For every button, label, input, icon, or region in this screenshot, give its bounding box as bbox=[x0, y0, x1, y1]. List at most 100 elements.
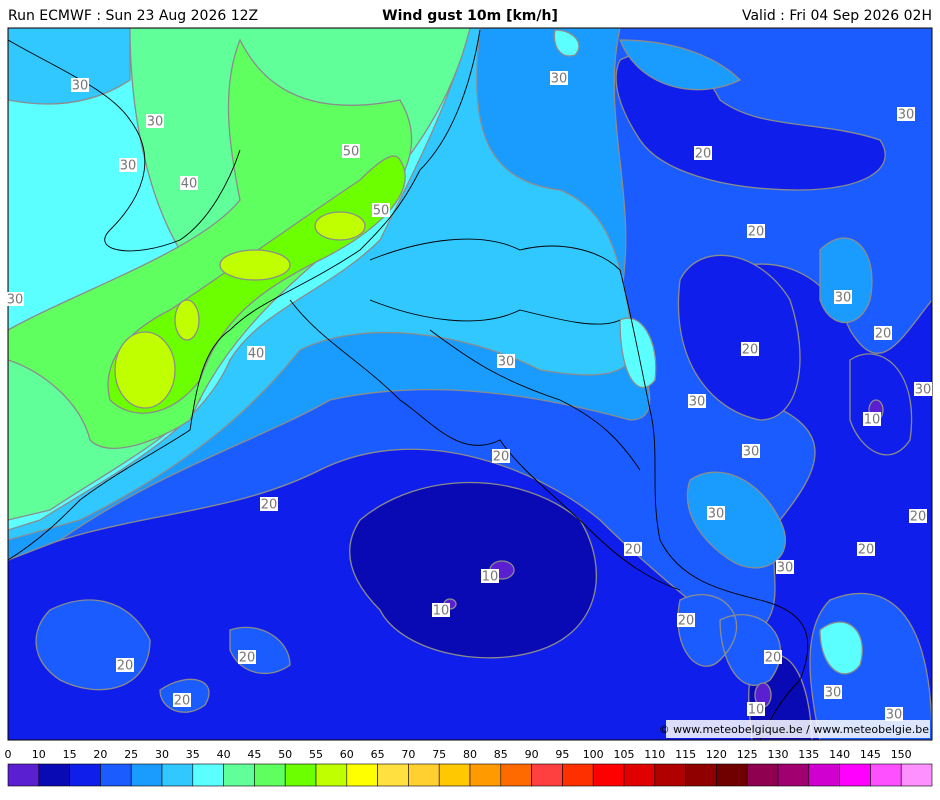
legend-cell bbox=[192, 763, 224, 787]
credit-box bbox=[666, 720, 930, 738]
contour-label-bg bbox=[909, 509, 927, 523]
contour-label-bg bbox=[71, 78, 89, 92]
contour-label: 30 bbox=[7, 293, 24, 308]
contour-label: 20 bbox=[678, 614, 695, 629]
contour-label-bg bbox=[247, 346, 265, 360]
contour-label-bg bbox=[497, 354, 515, 368]
legend-tick-label: 45 bbox=[247, 748, 261, 761]
contour-label: 20 bbox=[239, 651, 256, 666]
contour-label: 30 bbox=[825, 686, 842, 701]
contour-label: 20 bbox=[875, 327, 892, 342]
contour-label-bg bbox=[776, 560, 794, 574]
legend-tick-label: 135 bbox=[798, 748, 819, 761]
legend-cell bbox=[592, 763, 625, 787]
contour-label-bg bbox=[874, 326, 892, 340]
legend-cell bbox=[654, 763, 686, 787]
contour-label-bg bbox=[116, 658, 134, 672]
contour-label: 10 bbox=[482, 570, 499, 585]
legend-tick-label: 75 bbox=[432, 748, 446, 761]
contour-label-bg bbox=[180, 176, 198, 190]
contour-label-bg bbox=[550, 71, 568, 85]
legend-cell bbox=[7, 763, 40, 787]
contour-label-bg bbox=[764, 650, 782, 664]
contour-label: 40 bbox=[181, 177, 198, 192]
legend-cell bbox=[808, 763, 840, 787]
legend-cell bbox=[161, 763, 194, 787]
legend-tick-label: 100 bbox=[583, 748, 604, 761]
legend-tick-label: 90 bbox=[525, 748, 539, 761]
valid-info: Valid : Fri 04 Sep 2026 02H bbox=[742, 8, 932, 24]
legend-tick-label: 120 bbox=[706, 748, 727, 761]
legend-tick-label: 80 bbox=[463, 748, 477, 761]
contour-label-bg bbox=[342, 144, 360, 158]
contour-label: 50 bbox=[343, 145, 360, 160]
legend-cell bbox=[223, 763, 255, 787]
contour-label-bg bbox=[119, 158, 137, 172]
legend-cell bbox=[839, 763, 871, 787]
contour-label: 20 bbox=[174, 694, 191, 709]
contour-label-bg bbox=[707, 506, 725, 520]
contour-label-bg bbox=[857, 542, 875, 556]
legend-cell bbox=[284, 763, 317, 787]
contour-label: 10 bbox=[864, 413, 881, 428]
contour-label-bg bbox=[741, 342, 759, 356]
legend-tick-label: 105 bbox=[614, 748, 635, 761]
contour-label: 20 bbox=[117, 659, 134, 674]
contour-label: 30 bbox=[886, 708, 903, 723]
legend-tick-label: 35 bbox=[186, 748, 200, 761]
contour-label: 30 bbox=[120, 159, 137, 174]
contour-label: 10 bbox=[433, 604, 450, 619]
legend-tick-label: 130 bbox=[768, 748, 789, 761]
legend-cell bbox=[315, 763, 348, 787]
contour-label-bg bbox=[897, 107, 915, 121]
legend-tick-label: 40 bbox=[217, 748, 231, 761]
contour-label-bg bbox=[747, 224, 765, 238]
legend-tick-label: 150 bbox=[891, 748, 912, 761]
contour-label-bg bbox=[688, 394, 706, 408]
contour-label: 30 bbox=[915, 383, 932, 398]
contour-label: 20 bbox=[695, 147, 712, 162]
contour-label-bg bbox=[863, 412, 881, 426]
legend-cell bbox=[469, 763, 502, 787]
legend-tick-label: 0 bbox=[5, 748, 12, 761]
legend-tick-label: 110 bbox=[644, 748, 665, 761]
legend-cell bbox=[69, 763, 101, 787]
contour-label: 10 bbox=[748, 703, 765, 718]
legend-cell bbox=[100, 763, 132, 787]
legend-tick-label: 15 bbox=[63, 748, 77, 761]
legend-tick-label: 50 bbox=[278, 748, 292, 761]
contour-label-bg bbox=[260, 497, 278, 511]
contour-label: 30 bbox=[147, 115, 164, 130]
contour-label: 40 bbox=[248, 347, 265, 362]
contour-label-bg bbox=[834, 290, 852, 304]
contour-label-bg bbox=[146, 114, 164, 128]
legend-tick-label: 25 bbox=[124, 748, 138, 761]
map-title: Wind gust 10m [km/h] bbox=[382, 8, 558, 24]
contour-label: 30 bbox=[72, 79, 89, 94]
contour-label-bg bbox=[173, 693, 191, 707]
contour-label: 20 bbox=[858, 543, 875, 558]
contour-label: 20 bbox=[765, 651, 782, 666]
contour-label-bg bbox=[824, 685, 842, 699]
legend-tick-label: 70 bbox=[401, 748, 415, 761]
contour-label-bg bbox=[914, 382, 932, 396]
contour-label: 20 bbox=[493, 450, 510, 465]
legend-tick-label: 30 bbox=[155, 748, 169, 761]
contour-label: 30 bbox=[835, 291, 852, 306]
credit: © www.meteobelgique.be / www.meteobelgie… bbox=[659, 723, 930, 736]
contour-label-bg bbox=[481, 569, 499, 583]
contour-label-bg bbox=[885, 707, 903, 721]
contour-label: 20 bbox=[261, 498, 278, 513]
contour-label-bg bbox=[677, 613, 695, 627]
legend-cell bbox=[777, 763, 810, 787]
run-info: Run ECMWF : Sun 23 Aug 2026 12Z bbox=[8, 8, 258, 24]
legend-cell bbox=[254, 763, 286, 787]
legend-cell bbox=[346, 763, 378, 787]
map-field bbox=[8, 28, 932, 740]
contour-label: 30 bbox=[898, 108, 915, 123]
contour-label: 20 bbox=[742, 343, 759, 358]
contour-label: 30 bbox=[777, 561, 794, 576]
legend-tick-label: 140 bbox=[829, 748, 850, 761]
legend-tick-label: 145 bbox=[860, 748, 881, 761]
